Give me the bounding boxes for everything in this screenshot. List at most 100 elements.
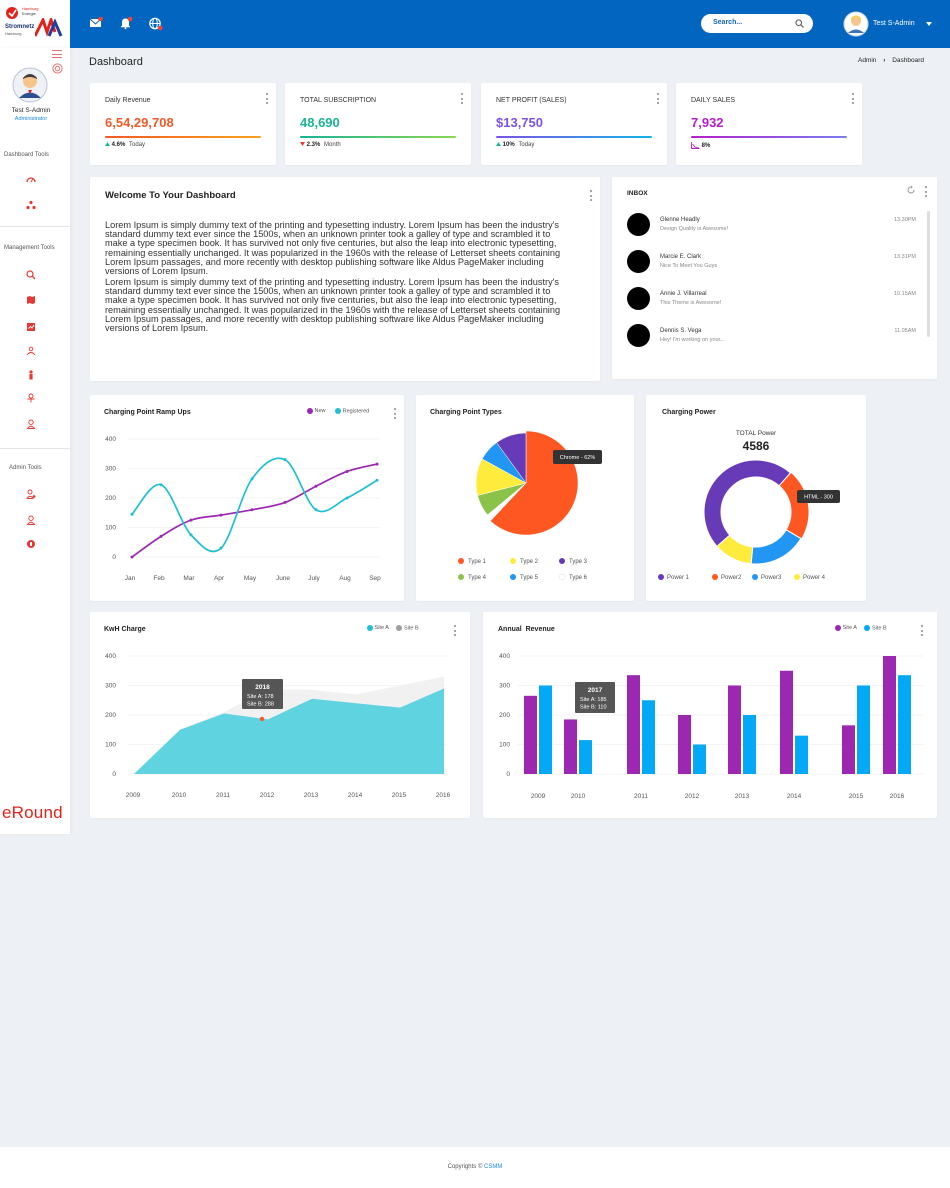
page-title: Dashboard	[89, 56, 143, 68]
brand-text-1: Hamburg	[22, 6, 39, 11]
inbox-message[interactable]: Annie J. Villarreal This Theme is Awesom…	[612, 286, 922, 314]
search-icon[interactable]	[25, 269, 37, 281]
more-options-icon[interactable]	[921, 625, 924, 636]
network-icon[interactable]	[25, 199, 37, 211]
data-point[interactable]	[219, 546, 223, 550]
chevron-down-icon[interactable]	[926, 22, 932, 26]
data-point[interactable]	[250, 477, 254, 481]
more-options-icon[interactable]	[461, 93, 464, 104]
bar[interactable]	[728, 685, 741, 775]
bar[interactable]	[693, 744, 706, 775]
search-box[interactable]: Search...	[701, 14, 813, 33]
search-input[interactable]: Search...	[713, 19, 743, 26]
data-point[interactable]	[375, 462, 379, 466]
legend-label[interactable]: Type 1	[468, 559, 487, 565]
data-point[interactable]	[314, 484, 318, 488]
legend-label[interactable]: Type 3	[569, 559, 588, 565]
bell-icon[interactable]	[119, 16, 133, 30]
person-icon[interactable]	[25, 369, 37, 381]
legend-label[interactable]: Type 2	[520, 559, 539, 565]
chart-icon[interactable]	[25, 321, 37, 333]
legend-label[interactable]: Site B	[403, 625, 419, 632]
data-point[interactable]	[283, 500, 287, 504]
bar[interactable]	[857, 685, 870, 775]
breadcrumb-root[interactable]: Admin	[858, 57, 877, 64]
bar[interactable]	[579, 740, 592, 774]
stat-card: NET PROFIT (SALES) $13,750 10% Today	[481, 83, 667, 165]
bar[interactable]	[883, 656, 896, 774]
bar[interactable]	[842, 725, 855, 774]
more-options-icon[interactable]	[590, 190, 593, 201]
data-point[interactable]	[219, 513, 223, 517]
refresh-icon[interactable]	[906, 185, 916, 195]
sidebar-avatar[interactable]	[12, 67, 48, 103]
bar[interactable]	[627, 675, 640, 774]
brand-logo[interactable]: Hamburg Energie Stromnetz Hamburg	[0, 0, 70, 48]
legend-label[interactable]: Type 4	[468, 575, 487, 581]
dashboard-icon[interactable]	[25, 174, 37, 186]
legend-label[interactable]: Site A	[374, 625, 389, 632]
data-point[interactable]	[130, 512, 134, 516]
data-point[interactable]	[259, 716, 265, 722]
legend-label[interactable]: Type 6	[569, 575, 588, 581]
legend-label[interactable]: Type 5	[520, 575, 539, 581]
data-point[interactable]	[345, 469, 349, 473]
data-point[interactable]	[159, 534, 163, 538]
legend-label[interactable]: Power2	[721, 575, 742, 581]
user-edit-icon[interactable]	[25, 514, 37, 526]
bar[interactable]	[795, 735, 808, 774]
legend-label[interactable]: Site A	[842, 625, 857, 632]
hamburger-icon[interactable]	[52, 50, 62, 58]
mail-icon[interactable]	[89, 16, 103, 30]
user-icon[interactable]	[25, 418, 37, 430]
data-point[interactable]	[130, 555, 134, 559]
bar[interactable]	[898, 675, 911, 774]
data-point[interactable]	[250, 508, 254, 512]
globe-icon[interactable]	[149, 17, 163, 31]
bar[interactable]	[642, 700, 655, 774]
users-icon[interactable]	[25, 345, 37, 357]
copyright-link[interactable]: CSMM	[484, 1164, 503, 1170]
inbox-scrollbar[interactable]	[927, 211, 930, 337]
donut-slice[interactable]	[778, 471, 810, 540]
legend-label[interactable]: Power3	[761, 575, 782, 581]
bar[interactable]	[780, 670, 793, 774]
more-options-icon[interactable]	[925, 186, 928, 197]
donut-slice[interactable]	[703, 459, 792, 548]
bar[interactable]	[678, 715, 691, 774]
badge-icon[interactable]	[25, 538, 37, 550]
power-icon[interactable]	[52, 63, 63, 74]
data-point[interactable]	[189, 533, 193, 537]
bar[interactable]	[539, 685, 552, 775]
inbox-message[interactable]: Marcie E. Clark Nice To Meet You Guys 13…	[612, 249, 922, 277]
more-options-icon[interactable]	[657, 93, 660, 104]
bar[interactable]	[524, 695, 537, 774]
more-options-icon[interactable]	[394, 408, 397, 419]
data-point[interactable]	[283, 458, 287, 462]
admin-user-icon[interactable]	[25, 488, 37, 500]
data-point[interactable]	[314, 508, 318, 512]
data-point[interactable]	[345, 496, 349, 500]
map-icon[interactable]	[25, 294, 37, 306]
legend-label[interactable]: Power 1	[667, 575, 690, 581]
data-point[interactable]	[375, 478, 379, 482]
more-options-icon[interactable]	[852, 93, 855, 104]
legend-label[interactable]: Registered	[342, 408, 370, 415]
inbox-message[interactable]: Glenne Headly Design Quality is Awesome!…	[612, 212, 922, 240]
more-options-icon[interactable]	[266, 93, 269, 104]
legend-label[interactable]: New	[314, 408, 326, 415]
legend-label[interactable]: Site B	[871, 625, 887, 632]
bar[interactable]	[564, 719, 577, 774]
donut-slice[interactable]	[716, 534, 754, 565]
bar[interactable]	[743, 715, 756, 774]
search-icon[interactable]	[795, 19, 804, 28]
legend-label[interactable]: Power 4	[803, 575, 826, 581]
data-point[interactable]	[159, 483, 163, 487]
pie-slice[interactable]	[496, 432, 527, 484]
donut-slice[interactable]	[750, 529, 802, 565]
more-options-icon[interactable]	[454, 625, 457, 636]
data-point[interactable]	[189, 518, 193, 522]
user-menu[interactable]: Test S-Admin	[843, 11, 938, 37]
inbox-message[interactable]: Dennis S. Vega Hey! I'm working on your.…	[612, 323, 922, 351]
user-settings-icon[interactable]	[25, 392, 37, 404]
